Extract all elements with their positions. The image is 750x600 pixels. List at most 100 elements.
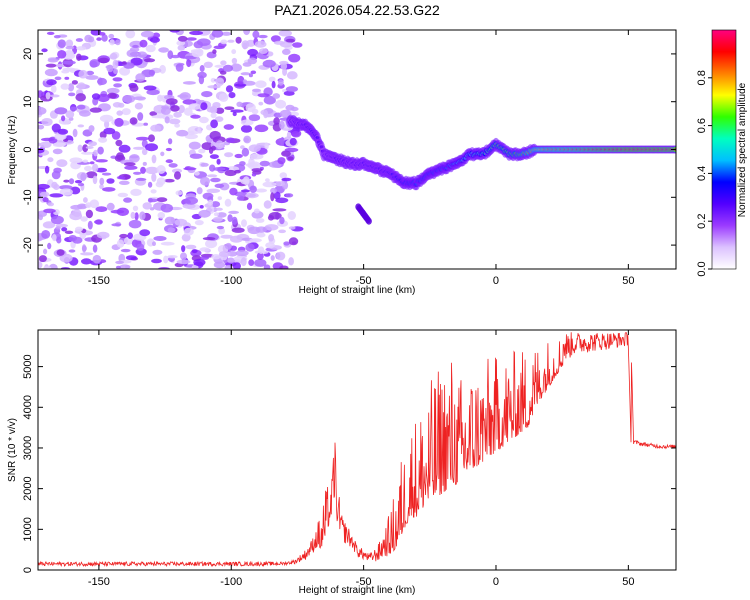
noise-blob — [89, 161, 95, 165]
noise-blob — [186, 37, 197, 41]
noise-blob — [164, 116, 170, 124]
noise-blob — [89, 60, 98, 68]
noise-blob — [212, 216, 223, 222]
noise-blob — [184, 196, 199, 205]
noise-blob — [200, 102, 208, 111]
noise-blob — [198, 148, 206, 154]
noise-blob — [107, 92, 117, 99]
noise-blob — [226, 257, 235, 264]
noise-blob — [205, 239, 218, 249]
noise-blob — [252, 30, 260, 39]
noise-blob — [215, 140, 224, 150]
snr-marks — [38, 331, 676, 568]
noise-blob — [85, 202, 92, 209]
noise-blob — [272, 208, 287, 212]
noise-blob — [99, 184, 104, 190]
noise-blob — [67, 83, 75, 92]
noise-blob — [240, 257, 247, 267]
snr-frame — [37, 329, 677, 571]
noise-blob — [254, 258, 267, 267]
noise-blob — [39, 141, 52, 148]
noise-blob — [95, 159, 108, 163]
noise-blob — [286, 131, 292, 139]
noise-blob — [135, 136, 149, 141]
noise-blob — [245, 192, 259, 199]
noise-blob — [41, 48, 48, 53]
noise-blob — [142, 202, 152, 210]
noise-blob — [252, 88, 261, 93]
noise-blob — [65, 110, 75, 119]
noise-blob — [255, 188, 268, 193]
noise-blob — [201, 142, 214, 151]
noise-blob — [135, 73, 146, 82]
noise-blob — [184, 133, 198, 140]
noise-blob — [97, 146, 104, 155]
noise-blob — [117, 176, 126, 180]
noise-blob — [210, 77, 216, 83]
noise-blob — [200, 162, 209, 167]
noise-blob — [165, 147, 172, 152]
noise-blob — [230, 109, 244, 113]
colorbar-tick-label: 0.0 — [696, 261, 708, 276]
noise-blob — [81, 244, 87, 253]
noise-blob — [220, 60, 227, 66]
colorbar-ticks: 0.0 0.2 0.4 0.6 0.8 — [696, 70, 712, 277]
noise-blob — [220, 39, 228, 45]
noise-blob — [98, 57, 110, 64]
noise-blob — [250, 70, 257, 75]
noise-blob — [235, 250, 249, 257]
noise-blob — [129, 117, 138, 125]
noise-blob — [156, 197, 168, 203]
noise-blob — [148, 134, 155, 142]
noise-blob — [160, 151, 165, 157]
noise-blob — [98, 32, 106, 36]
noise-blob — [122, 61, 127, 65]
noise-blob — [254, 40, 267, 48]
noise-blob — [216, 158, 221, 165]
noise-blob — [285, 193, 294, 198]
noise-blob — [283, 90, 295, 96]
noise-blob — [168, 163, 178, 168]
noise-blob — [209, 154, 219, 160]
noise-blob — [74, 180, 83, 184]
noise-blob — [167, 227, 176, 233]
noise-blob — [60, 83, 70, 90]
noise-blob — [79, 110, 91, 117]
noise-blob — [130, 211, 136, 219]
spectrogram-marks — [38, 30, 676, 269]
noise-blob — [140, 166, 146, 174]
noise-blob — [71, 80, 78, 85]
noise-blob — [279, 216, 285, 225]
noise-blob — [249, 185, 257, 193]
noise-blob — [122, 95, 136, 103]
noise-blob — [137, 112, 144, 121]
noise-blob — [64, 49, 74, 58]
noise-blob — [183, 227, 194, 236]
noise-blob — [92, 254, 102, 264]
noise-blob — [273, 191, 281, 200]
noise-blob — [278, 229, 286, 234]
noise-blob — [254, 208, 260, 214]
noise-blob — [158, 47, 170, 53]
noise-blob — [170, 105, 180, 112]
noise-blob — [149, 37, 160, 43]
noise-blob — [41, 230, 51, 239]
noise-blob — [188, 103, 201, 110]
noise-blob — [41, 137, 55, 142]
noise-blob — [129, 84, 139, 92]
spec-y-tick-label: -10 — [22, 189, 34, 205]
noise-blob — [63, 179, 70, 183]
noise-blob — [56, 236, 62, 244]
noise-blob — [258, 101, 264, 106]
noise-blob — [82, 159, 89, 163]
noise-blob — [106, 64, 114, 73]
noise-blob — [176, 40, 186, 46]
noise-blob — [257, 246, 265, 254]
noise-blob — [182, 99, 197, 105]
noise-blob — [174, 123, 181, 128]
noise-blob — [240, 72, 251, 76]
noise-blob — [279, 41, 293, 48]
noise-blob — [84, 165, 93, 172]
noise-blob — [212, 49, 217, 54]
noise-blob — [75, 38, 83, 42]
